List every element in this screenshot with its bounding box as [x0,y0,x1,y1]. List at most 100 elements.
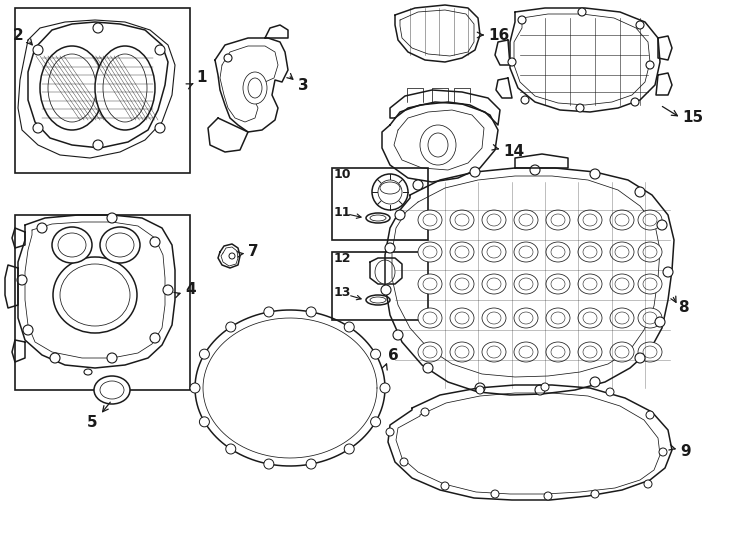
Ellipse shape [615,346,629,358]
Ellipse shape [33,123,43,133]
Ellipse shape [583,346,597,358]
Ellipse shape [264,459,274,469]
Ellipse shape [551,246,565,258]
Ellipse shape [37,223,47,233]
Ellipse shape [514,342,538,362]
Ellipse shape [657,220,667,230]
Ellipse shape [482,274,506,294]
Ellipse shape [638,242,662,262]
Ellipse shape [610,242,634,262]
Ellipse shape [487,278,501,290]
Ellipse shape [95,46,155,130]
Ellipse shape [578,274,602,294]
Ellipse shape [229,253,235,259]
Ellipse shape [455,312,469,324]
Ellipse shape [643,246,657,258]
Ellipse shape [423,246,437,258]
Ellipse shape [450,210,474,230]
Ellipse shape [393,330,403,340]
Ellipse shape [659,448,667,456]
Ellipse shape [635,187,645,197]
Ellipse shape [200,349,209,359]
Ellipse shape [544,492,552,500]
Ellipse shape [60,264,130,326]
Ellipse shape [17,275,27,285]
Ellipse shape [423,278,437,290]
Bar [15,8,190,173]
Ellipse shape [423,214,437,226]
Ellipse shape [482,342,506,362]
Ellipse shape [615,312,629,324]
Ellipse shape [400,458,408,466]
Ellipse shape [583,278,597,290]
Ellipse shape [470,167,480,177]
Ellipse shape [638,210,662,230]
Ellipse shape [428,133,448,157]
Ellipse shape [638,308,662,328]
Ellipse shape [578,8,586,16]
Ellipse shape [413,180,423,190]
Ellipse shape [590,169,600,179]
Ellipse shape [150,237,160,247]
Ellipse shape [487,346,501,358]
Ellipse shape [418,308,442,328]
Ellipse shape [418,210,442,230]
Ellipse shape [155,123,165,133]
Bar [15,215,190,390]
Ellipse shape [455,246,469,258]
Ellipse shape [615,278,629,290]
Ellipse shape [583,246,597,258]
Ellipse shape [450,342,474,362]
Bar [332,168,428,240]
Ellipse shape [546,342,570,362]
Text: 11: 11 [334,206,352,219]
Ellipse shape [33,45,43,55]
Ellipse shape [107,353,117,363]
Ellipse shape [578,342,602,362]
Ellipse shape [163,285,173,295]
Ellipse shape [100,381,124,399]
Ellipse shape [450,308,474,328]
Ellipse shape [519,278,533,290]
Text: 6: 6 [388,348,399,362]
Text: 13: 13 [334,287,352,300]
Ellipse shape [100,227,140,263]
Text: 12: 12 [334,252,352,265]
Ellipse shape [643,278,657,290]
Text: 7: 7 [248,245,258,260]
Ellipse shape [638,342,662,362]
Ellipse shape [226,444,236,454]
Ellipse shape [636,21,644,29]
Ellipse shape [519,312,533,324]
Ellipse shape [591,490,599,498]
Ellipse shape [551,312,565,324]
Ellipse shape [418,342,442,362]
Ellipse shape [514,210,538,230]
Text: 10: 10 [334,168,352,181]
Ellipse shape [551,278,565,290]
Ellipse shape [487,214,501,226]
Ellipse shape [423,312,437,324]
Ellipse shape [610,210,634,230]
Text: 16: 16 [488,28,509,43]
Ellipse shape [521,96,529,104]
Ellipse shape [482,242,506,262]
Ellipse shape [590,377,600,387]
Ellipse shape [476,386,484,394]
Ellipse shape [578,308,602,328]
Ellipse shape [371,417,381,427]
Ellipse shape [482,308,506,328]
Ellipse shape [52,227,92,263]
Ellipse shape [646,411,654,419]
Ellipse shape [190,383,200,393]
Ellipse shape [344,322,355,332]
Ellipse shape [93,140,103,150]
Ellipse shape [514,274,538,294]
Ellipse shape [519,246,533,258]
Ellipse shape [306,307,316,317]
Ellipse shape [576,104,584,112]
Ellipse shape [306,459,316,469]
Ellipse shape [610,342,634,362]
Ellipse shape [643,214,657,226]
Ellipse shape [518,16,526,24]
